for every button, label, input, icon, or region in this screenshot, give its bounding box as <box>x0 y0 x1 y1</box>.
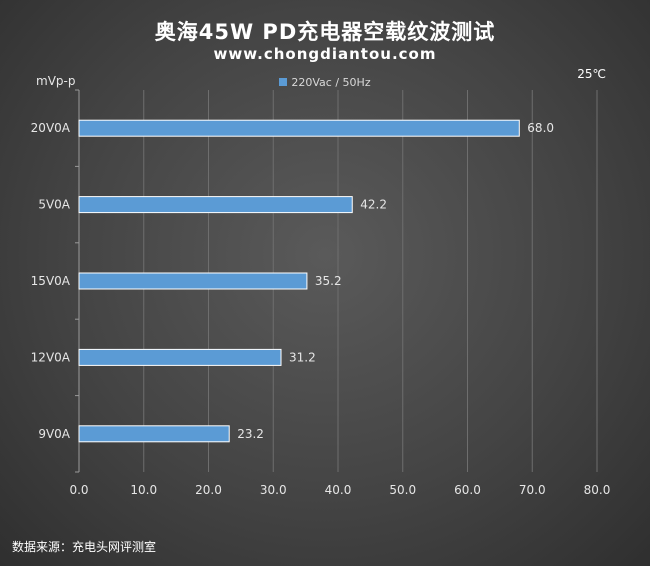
x-tick-label: 30.0 <box>260 483 287 497</box>
bar <box>78 272 308 290</box>
bar <box>78 348 282 366</box>
legend-swatch <box>279 78 288 86</box>
category-label: 5V0A <box>38 198 70 212</box>
bar <box>78 196 353 214</box>
category-label: 12V0A <box>31 350 71 364</box>
x-tick-label: 60.0 <box>454 483 481 497</box>
x-tick-label: 80.0 <box>584 483 611 497</box>
data-label: 31.2 <box>289 350 316 364</box>
data-source-note: 数据来源：充电头网评测室 <box>12 540 157 554</box>
x-tick-label: 20.0 <box>195 483 222 497</box>
x-tick-label: 40.0 <box>325 483 352 497</box>
data-label: 23.2 <box>237 427 264 441</box>
category-label: 20V0A <box>31 121 71 135</box>
data-label: 42.2 <box>360 198 387 212</box>
data-label: 68.0 <box>527 121 554 135</box>
legend-label: 220Vac / 50Hz <box>291 76 371 89</box>
data-label: 35.2 <box>315 274 342 288</box>
bar <box>78 425 230 443</box>
x-tick-label: 50.0 <box>389 483 416 497</box>
chart-subtitle: www.chongdiantou.com <box>213 45 437 63</box>
category-label: 9V0A <box>38 427 70 441</box>
temperature-annotation: 25℃ <box>577 67 606 81</box>
bar <box>78 119 520 137</box>
y-axis-unit-label: mVp-p <box>36 74 76 88</box>
category-label: 15V0A <box>31 274 71 288</box>
x-tick-label: 70.0 <box>519 483 546 497</box>
x-tick-label: 10.0 <box>130 483 157 497</box>
chart-title: 奥海45W PD充电器空载纹波测试 <box>154 20 496 44</box>
legend: 220Vac / 50Hz <box>0 76 650 89</box>
x-tick-label: 0.0 <box>69 483 88 497</box>
